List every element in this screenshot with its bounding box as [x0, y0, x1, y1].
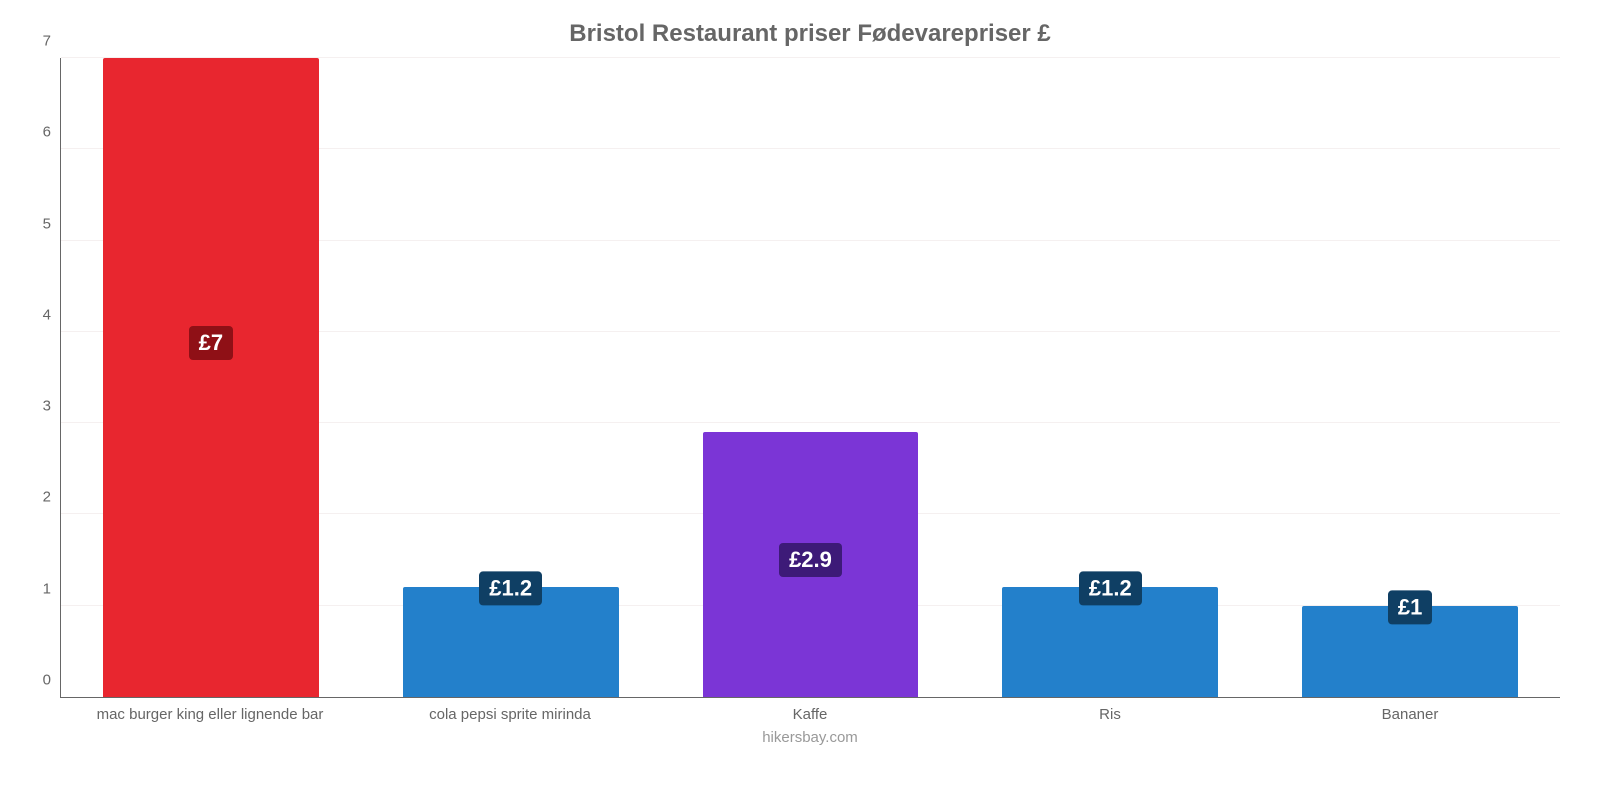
- y-tick-label: 2: [43, 489, 61, 506]
- y-tick-label: 7: [43, 33, 61, 50]
- x-axis-label: mac burger king eller lignende bar: [60, 706, 360, 723]
- bar: £1.2: [1002, 587, 1218, 697]
- y-tick-label: 4: [43, 306, 61, 323]
- value-badge: £2.9: [779, 543, 842, 577]
- chart-footer: hikersbay.com: [60, 729, 1560, 746]
- bar-slot: £7: [61, 58, 361, 697]
- chart-container: Bristol Restaurant priser Fødevarepriser…: [0, 0, 1600, 800]
- bars-group: £7 £1.2 £2.9 £1.2 £1: [61, 58, 1560, 697]
- chart-title: Bristol Restaurant priser Fødevarepriser…: [60, 20, 1560, 48]
- y-tick-label: 1: [43, 580, 61, 597]
- value-badge: £1.2: [1079, 572, 1142, 606]
- bar: £1: [1302, 606, 1518, 697]
- plot-area: £7£1.2£2.9£1.2£1 01234567: [60, 58, 1560, 698]
- y-tick-label: 5: [43, 215, 61, 232]
- bar-slot: £1: [1260, 58, 1560, 697]
- y-tick-label: 3: [43, 398, 61, 415]
- x-axis-label: cola pepsi sprite mirinda: [360, 706, 660, 723]
- bar: £7: [103, 58, 319, 697]
- y-tick-label: 6: [43, 124, 61, 141]
- x-axis-label: Kaffe: [660, 706, 960, 723]
- x-axis-labels: mac burger king eller lignende barcola p…: [60, 706, 1560, 723]
- bar-slot: £1.2: [361, 58, 661, 697]
- bar-slot: £1.2: [960, 58, 1260, 697]
- x-axis-label: Ris: [960, 706, 1260, 723]
- bar-slot: £2.9: [661, 58, 961, 697]
- bar: £1.2: [403, 587, 619, 697]
- bar: £2.9: [703, 432, 919, 697]
- x-axis-label: Bananer: [1260, 706, 1560, 723]
- value-badge: £1.2: [479, 572, 542, 606]
- value-badge: £1: [1388, 590, 1432, 624]
- value-badge: £7: [189, 326, 233, 360]
- y-tick-label: 0: [43, 672, 61, 689]
